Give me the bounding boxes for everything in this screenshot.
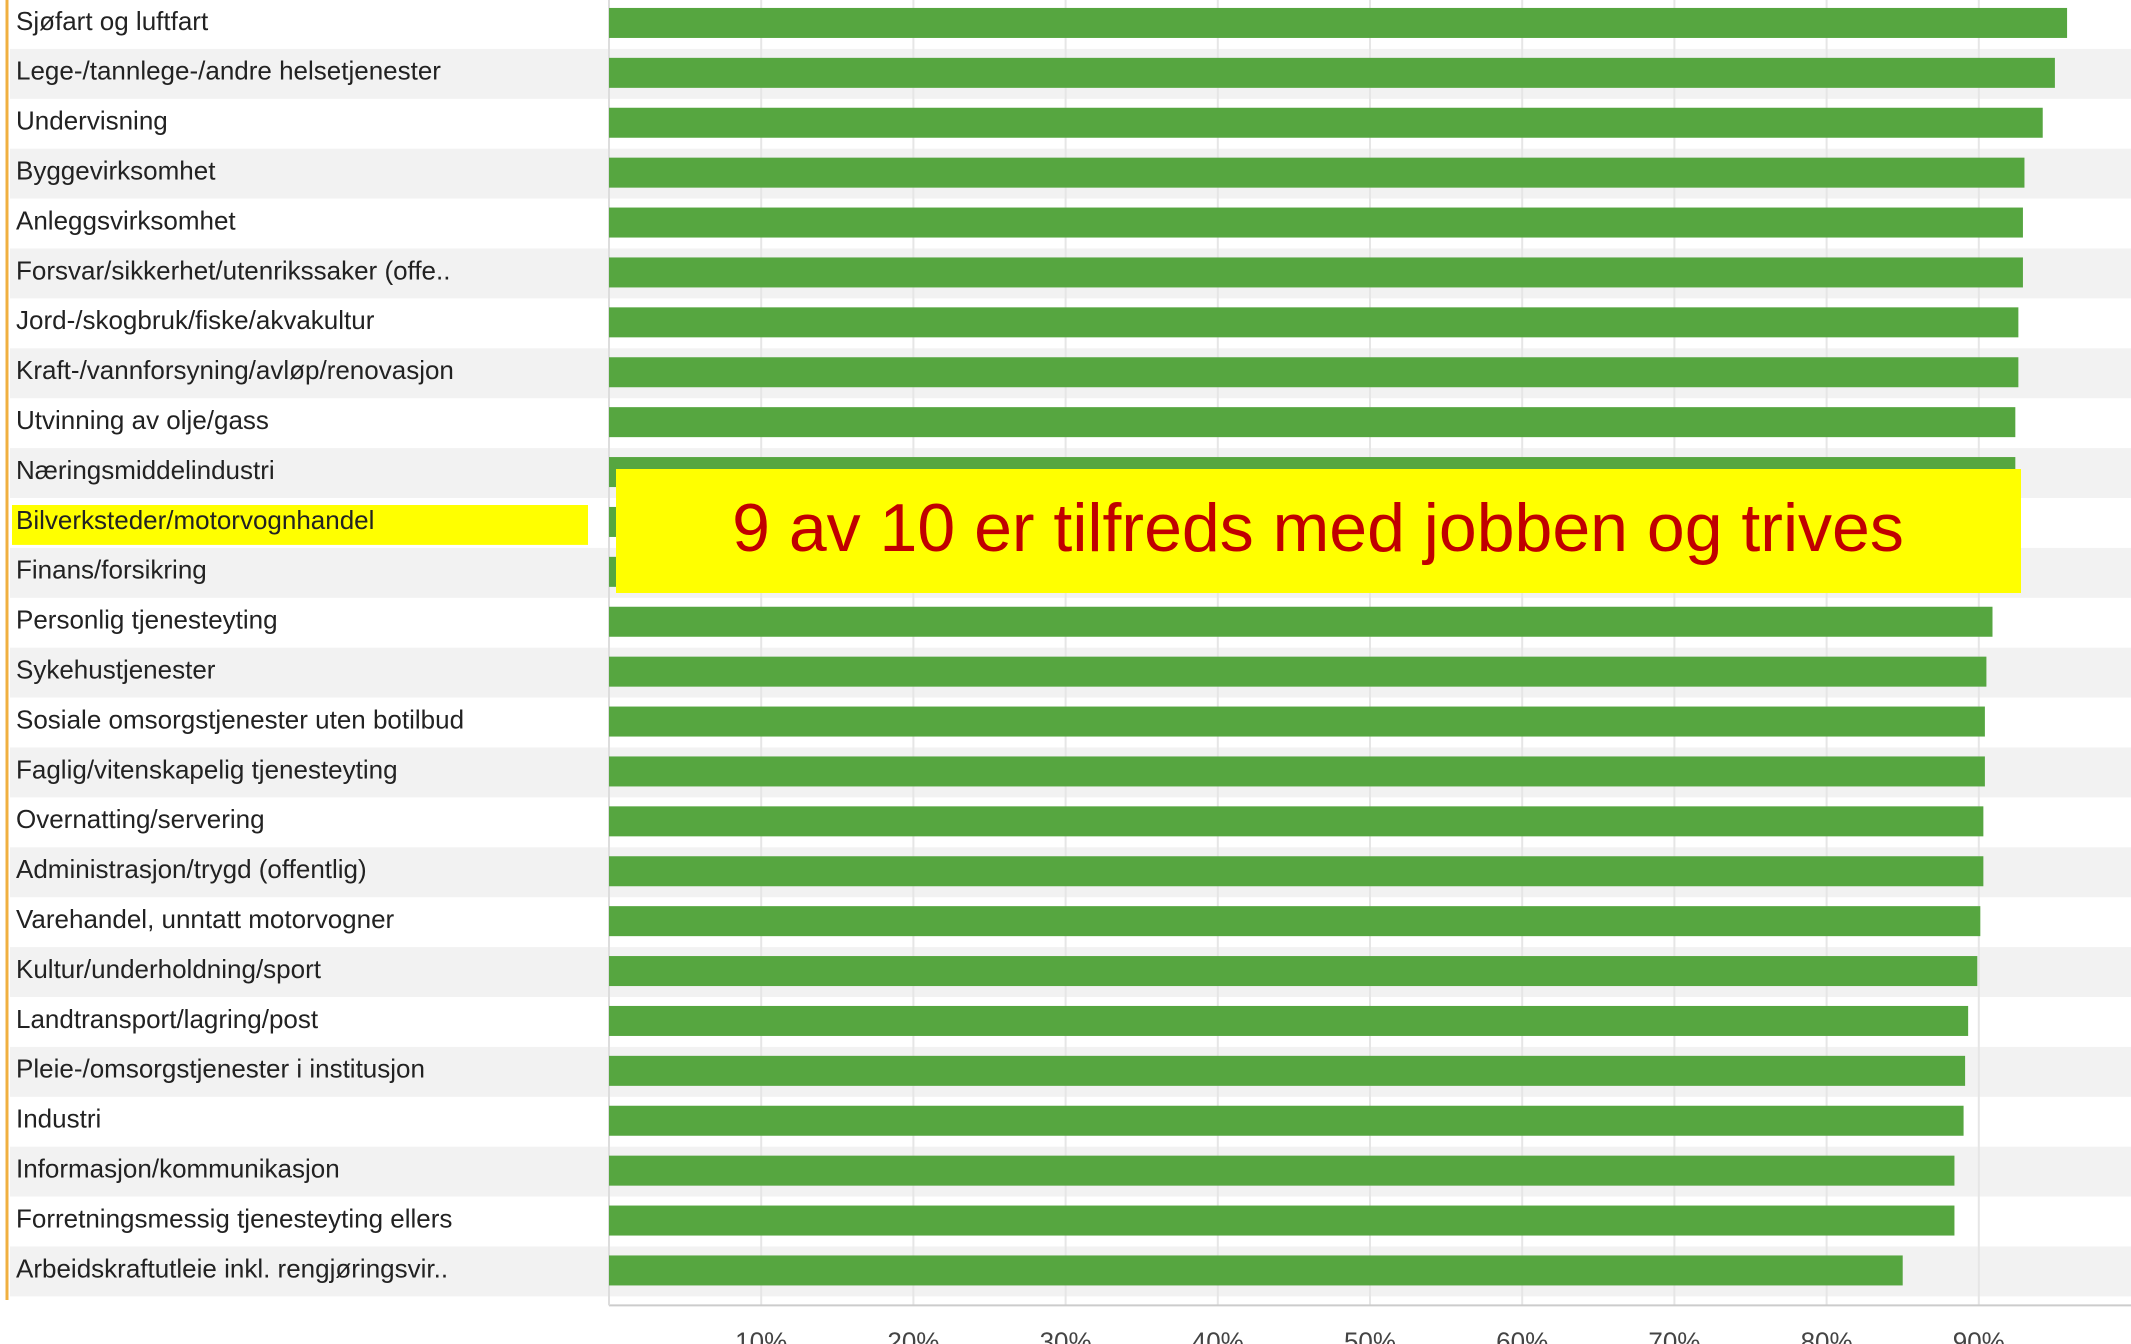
bar <box>609 357 2019 388</box>
x-tick-label: 30% <box>1040 1326 1092 1344</box>
bar <box>609 806 1984 837</box>
x-tick-label: 40% <box>1192 1326 1244 1344</box>
category-label: Bilverksteder/motorvognhandel <box>16 505 374 535</box>
bar <box>609 856 1984 887</box>
bar <box>609 906 1981 937</box>
bar <box>609 756 1985 787</box>
category-label: Landtransport/lagring/post <box>16 1004 319 1034</box>
bar <box>609 706 1985 737</box>
category-label: Næringsmiddelindustri <box>16 455 275 485</box>
category-label: Faglig/vitenskapelig tjenesteyting <box>16 754 398 784</box>
bar <box>609 1255 1903 1286</box>
x-tick-label: 80% <box>1801 1326 1853 1344</box>
bar <box>609 57 2055 88</box>
category-label: Jord-/skogbruk/fiske/akvakultur <box>16 305 375 335</box>
bar <box>609 1205 1955 1236</box>
x-tick-label: 90% <box>1953 1326 2005 1344</box>
category-label: Kultur/underholdning/sport <box>16 954 322 984</box>
highlight <box>12 505 588 545</box>
x-tick-label: 10% <box>735 1326 787 1344</box>
category-label: Personlig tjenesteyting <box>16 605 278 635</box>
category-label: Sykehustjenester <box>16 655 216 685</box>
category-label: Lege-/tannlege-/andre helsetjenester <box>16 56 441 86</box>
bar <box>609 7 2068 38</box>
x-tick-label: 60% <box>1496 1326 1548 1344</box>
category-label: Byggevirksomhet <box>16 156 216 186</box>
bar <box>609 157 2025 188</box>
category-label: Utvinning av olje/gass <box>16 405 269 435</box>
category-label: Pleie-/omsorgstjenester i institusjon <box>16 1054 425 1084</box>
bar <box>609 956 1978 987</box>
x-tick-label: 50% <box>1344 1326 1396 1344</box>
bar <box>609 1055 1966 1086</box>
bar <box>609 307 2019 338</box>
bar <box>609 407 2016 438</box>
bar <box>609 257 2023 288</box>
category-label: Forretningsmessig tjenesteyting ellers <box>16 1203 452 1233</box>
x-tick-label: 20% <box>887 1326 939 1344</box>
category-label: Overnatting/servering <box>16 804 265 834</box>
bar <box>609 207 2023 238</box>
bar <box>609 107 2043 138</box>
bar <box>609 606 1993 637</box>
category-label: Informasjon/kommunikasjon <box>16 1154 340 1184</box>
category-label: Sosiale omsorgstjenester uten botilbud <box>16 704 464 734</box>
bar <box>609 1005 1969 1036</box>
x-tick-label: 70% <box>1648 1326 1700 1344</box>
category-label: Undervisning <box>16 106 168 136</box>
category-label: Varehandel, unntatt motorvogner <box>16 904 395 934</box>
category-label: Kraft-/vannforsyning/avløp/renovasjon <box>16 355 454 385</box>
category-label: Administrasjon/trygd (offentlig) <box>16 854 367 884</box>
annotation-box <box>616 469 2021 593</box>
annotation: 9 av 10 er tilfreds med jobben og trives <box>732 490 1904 566</box>
bar <box>609 656 1987 687</box>
category-label: Forsvar/sikkerhet/utenrikssaker (offe.. <box>16 255 450 285</box>
category-label: Arbeidskraftutleie inkl. rengjøringsvir.… <box>16 1253 448 1283</box>
category-label: Industri <box>16 1104 101 1134</box>
bar <box>609 1105 1964 1136</box>
category-label: Anleggsvirksomhet <box>16 205 236 235</box>
bar <box>609 1155 1955 1186</box>
category-label: Sjøfart og luftfart <box>16 6 209 36</box>
category-label: Finans/forsikring <box>16 555 207 585</box>
